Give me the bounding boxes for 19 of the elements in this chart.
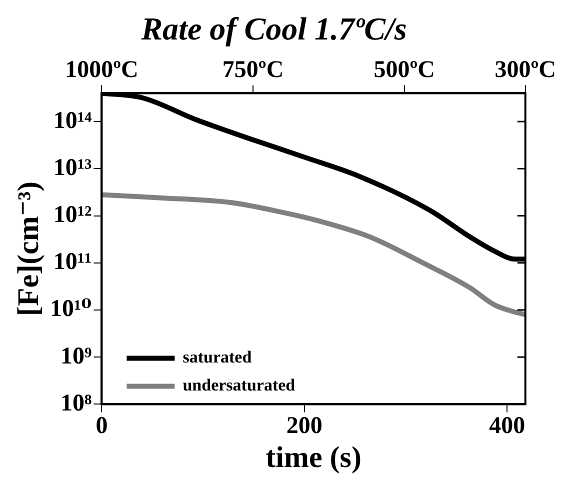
chart-title: Rate of Cool 1.7ºC/s — [140, 10, 407, 46]
y-tick-label: 10⁸ — [60, 390, 92, 416]
x2-tick-label: 500ºC — [374, 57, 435, 84]
legend-label: saturated — [182, 348, 252, 367]
y-tick-label: 10¹⁰ — [50, 296, 92, 322]
x2-tick-label: 1000ºC — [65, 57, 138, 84]
x-axis-title: time (s) — [266, 440, 362, 474]
y-tick-label: 10⁹ — [60, 343, 92, 370]
x2-tick-label: 300ºC — [494, 57, 556, 84]
x-tick-label: 400 — [489, 412, 526, 439]
x-tick-label: 200 — [286, 412, 322, 439]
y-tick-label: 10¹¹ — [53, 249, 92, 276]
legend-label: undersaturated — [182, 376, 296, 395]
y-axis-title: [Fe](cm⁻³) — [12, 181, 45, 316]
x-tick-label: 0 — [96, 412, 108, 439]
x2-tick-label: 750ºC — [222, 57, 284, 84]
y-tick-label: 10¹³ — [53, 154, 92, 181]
y-tick-label: 10¹⁴ — [53, 108, 92, 134]
y-tick-label: 10¹² — [53, 202, 92, 228]
